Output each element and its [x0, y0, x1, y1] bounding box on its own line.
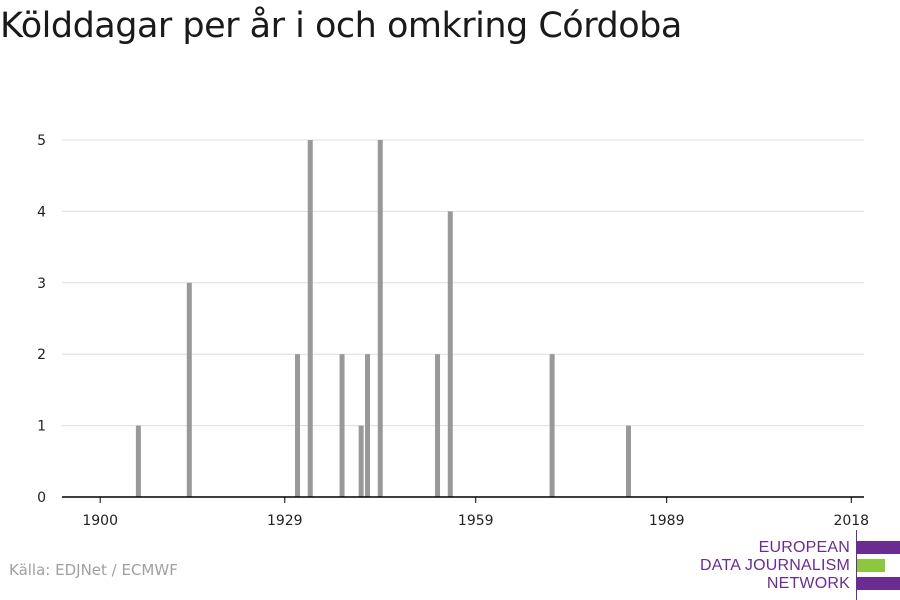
logo-line-1: EUROPEAN: [758, 539, 850, 556]
logo-line-3: NETWORK: [766, 575, 850, 592]
chart-title: Kölddagar per år i och omkring Córdoba: [0, 6, 682, 46]
bar-1971: [549, 354, 555, 497]
y-tick-label: 1: [37, 419, 46, 435]
bars: [135, 140, 631, 497]
logo-bar-purple-bottom: [857, 577, 900, 590]
bar-1983: [625, 425, 631, 497]
bar-1953: [435, 354, 441, 497]
edjnet-logo[interactable]: EUROPEAN DATA JOURNALISM NETWORK: [700, 530, 900, 600]
logo-line-2: DATA JOURNALISM: [700, 557, 850, 574]
x-tick-label: 1959: [458, 513, 494, 529]
logo-divider: [856, 530, 857, 600]
x-tick-label: 1989: [649, 513, 685, 529]
x-tick-label: 1900: [82, 513, 118, 529]
x-tick-label: 1929: [267, 513, 303, 529]
bar-1933: [307, 140, 313, 497]
bar-1941: [358, 425, 364, 497]
bar-1938: [339, 354, 345, 497]
gridlines: [62, 139, 864, 427]
x-tick-label: 2018: [833, 513, 869, 529]
logo-bar-purple-top: [857, 541, 900, 554]
y-tick-label: 2: [37, 347, 46, 363]
bar-1906: [135, 425, 141, 497]
source-note: Källa: EDJNet / ECMWF: [9, 561, 178, 579]
y-tick-label: 3: [37, 276, 46, 292]
bar-1955: [447, 211, 453, 497]
y-tick-label: 4: [37, 204, 46, 220]
bar-1931: [295, 354, 301, 497]
tick-labels: 0 1 2 3 4 5 1900 1929 1959 1989 2018: [37, 133, 869, 529]
y-tick-label: 5: [37, 133, 46, 149]
bar-1914: [186, 282, 192, 497]
y-tick-label: 0: [37, 490, 46, 506]
logo-bar-green: [857, 559, 885, 572]
axes: [62, 496, 864, 503]
bar-1944: [377, 140, 383, 497]
bar-1942: [365, 354, 371, 497]
